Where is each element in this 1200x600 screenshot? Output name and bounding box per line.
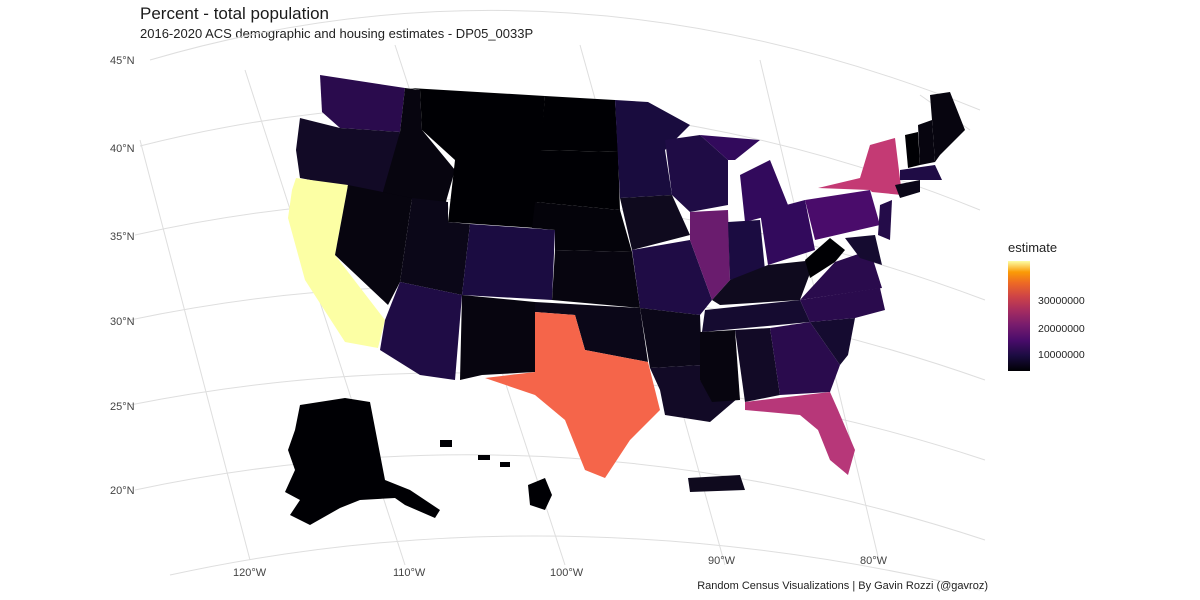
lat-label-20: 20°N [110, 485, 135, 497]
hawaii-region [440, 440, 552, 510]
lat-label-30: 30°N [110, 316, 135, 328]
wyoming-region [448, 160, 540, 228]
oregon-region [296, 118, 400, 195]
washington-region [320, 75, 405, 132]
legend-tick-30m: 30000000 [1038, 295, 1085, 307]
georgia-region [770, 322, 840, 395]
arizona-region [380, 282, 462, 380]
nevada-region [335, 185, 412, 305]
virginia-region [800, 250, 882, 300]
lon-label-100: 100°W [550, 567, 584, 579]
idaho-region [382, 88, 455, 205]
vermont-region [905, 132, 920, 168]
texas-region [485, 312, 660, 478]
oklahoma-region [535, 302, 648, 362]
louisiana-region [650, 365, 738, 422]
arkansas-region [640, 308, 702, 368]
connecticut-region [895, 180, 920, 198]
alabama-region [735, 328, 780, 402]
maryland-region [845, 235, 882, 265]
map-title: Percent - total population [140, 4, 330, 23]
florida-region [745, 392, 855, 475]
legend-tick-10m: 10000000 [1038, 349, 1085, 361]
legend-tick-20m: 20000000 [1038, 323, 1085, 335]
west-virginia-region [805, 238, 845, 278]
lat-label-25: 25°N [110, 401, 135, 413]
credit-caption: Random Census Visualizations | By Gavin … [697, 580, 988, 592]
ohio-region [760, 200, 815, 265]
tennessee-region [702, 300, 810, 332]
kansas-region [552, 250, 640, 308]
lon-label-80: 80°W [860, 555, 888, 567]
kentucky-region [712, 260, 815, 305]
color-legend: estimate 30000000 20000000 10000000 [1008, 240, 1158, 371]
lon-label-110: 110°W [393, 567, 426, 579]
illinois-region [690, 210, 730, 300]
north-carolina-region [800, 288, 885, 322]
massachusetts-region [900, 165, 942, 180]
lon-label-120: 120°W [233, 567, 267, 579]
new-hampshire-region [918, 120, 935, 165]
north-dakota-region [540, 96, 618, 152]
new-mexico-region [460, 295, 535, 380]
mississippi-region [700, 330, 740, 402]
iowa-region [620, 195, 690, 250]
legend-body: 30000000 20000000 10000000 [1008, 261, 1158, 371]
lat-label-45: 45°N [110, 55, 135, 67]
maine-region [930, 92, 965, 162]
puerto-rico-region [688, 475, 745, 492]
south-carolina-region [810, 318, 855, 365]
utah-region [400, 198, 470, 295]
lat-label-40: 40°N [110, 143, 135, 155]
minnesota-region [615, 100, 690, 198]
indiana-region [728, 220, 765, 280]
montana-region [410, 88, 545, 160]
new-york-region [818, 138, 902, 195]
california-region [288, 178, 385, 348]
legend-title: estimate [1008, 240, 1058, 255]
alaska-region [285, 398, 440, 525]
lat-label-35: 35°N [110, 231, 135, 243]
wisconsin-region [665, 135, 728, 212]
michigan-region [700, 135, 790, 222]
colorado-region [462, 224, 555, 300]
south-dakota-region [535, 150, 620, 210]
pennsylvania-region [805, 190, 880, 240]
legend-color-bar [1008, 261, 1030, 371]
lon-label-90: 90°W [708, 555, 736, 567]
nebraska-region [532, 202, 632, 252]
missouri-region [632, 240, 712, 315]
new-jersey-region [878, 200, 892, 240]
